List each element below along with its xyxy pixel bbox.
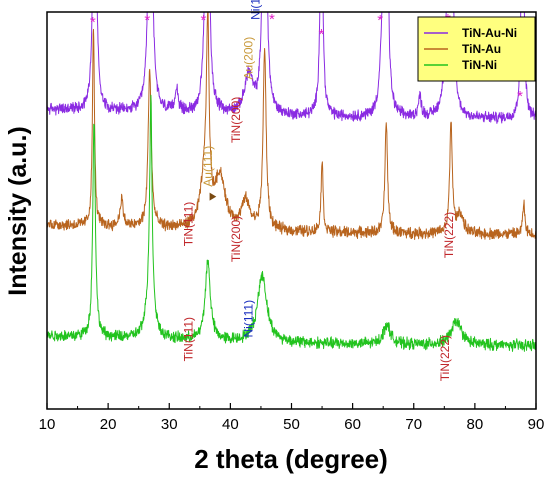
x-tick-label: 80	[467, 416, 484, 433]
peak-annotation: TiN(222)	[438, 335, 452, 381]
peak-annotation: TiN(222)	[442, 212, 456, 258]
x-ticks: 10 20 30 40 50 60 70 80 90	[39, 403, 545, 433]
series-line-3	[47, 94, 536, 352]
series-line-2	[47, 12, 536, 241]
star-marker: *	[377, 12, 383, 29]
x-tick-label: 30	[161, 416, 178, 433]
star-marker: *	[517, 88, 523, 105]
peak-annotation: TiN(111)	[182, 317, 196, 361]
peak-annotation: Ni(111)	[249, 0, 263, 20]
annotation-group: Ni(111) Au(200) TiN(200) Au(111) TiN(111) TiN…	[182, 0, 456, 381]
peak-annotation: TiN(200)	[229, 97, 243, 143]
x-tick-label: 60	[344, 416, 361, 433]
legend-label: TiN-Au	[462, 42, 501, 56]
peak-annotation: TiN(111)	[182, 202, 196, 246]
legend-label: TiN-Ni	[462, 58, 497, 72]
arrow-marker	[209, 192, 217, 201]
y-axis-title: Intensity (a.u.)	[4, 126, 32, 295]
star-marker: *	[269, 11, 275, 28]
peak-annotation: TiN(200)	[229, 216, 243, 262]
star-marker: *	[90, 14, 96, 31]
star-marker: *	[144, 12, 150, 29]
peak-annotation: Ni(111)	[241, 300, 255, 338]
x-tick-label: 40	[222, 416, 239, 433]
x-tick-label: 20	[100, 416, 117, 433]
x-tick-label: 10	[39, 416, 56, 433]
x-axis-title: 2 theta (degree)	[194, 444, 388, 474]
peak-annotation: Au(200)	[241, 37, 255, 80]
peak-annotation: Au(111)	[201, 146, 215, 187]
star-marker: *	[319, 26, 325, 43]
star-marker: *	[201, 12, 207, 29]
legend: TiN-Au-Ni TiN-Au TiN-Ni	[417, 16, 536, 82]
x-tick-label: 90	[528, 416, 545, 433]
x-tick-label: 70	[405, 416, 422, 433]
legend-label: TiN-Au-Ni	[462, 26, 517, 40]
x-tick-label: 50	[283, 416, 300, 433]
